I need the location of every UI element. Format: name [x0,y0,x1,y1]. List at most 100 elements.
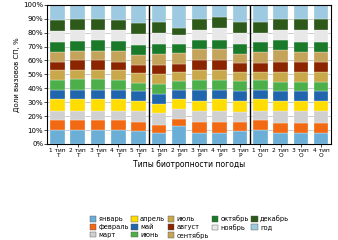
Bar [314,72,329,82]
Bar [192,122,207,133]
Bar [151,113,166,125]
Bar [314,82,329,91]
Bar [151,125,166,133]
Bar [314,5,329,19]
Bar [192,90,207,101]
Bar [192,40,207,49]
Bar [233,54,247,63]
Bar [172,35,187,44]
Bar [111,90,126,99]
Bar [233,81,247,91]
Bar [253,33,268,42]
Bar [91,60,105,70]
Bar [131,111,146,122]
Bar [233,22,247,33]
Bar [212,40,227,49]
Bar [293,82,308,91]
Bar [172,5,187,28]
Bar [131,65,146,73]
Bar [111,20,126,30]
Bar [151,33,166,44]
Bar [70,19,85,30]
Bar [273,82,288,91]
Bar [314,101,329,111]
Bar [131,55,146,65]
Bar [253,90,268,99]
Bar [253,99,268,111]
Bar [91,90,105,99]
Bar [253,22,268,33]
Bar [253,80,268,90]
Bar [131,83,146,91]
Bar [314,30,329,42]
Bar [253,5,268,22]
Bar [70,70,85,78]
Bar [293,123,308,133]
Bar [131,132,146,144]
Bar [212,60,227,70]
Bar [91,40,105,51]
Bar [293,30,308,42]
Bar [273,5,288,19]
Bar [253,42,268,52]
Bar [91,111,105,120]
Bar [50,31,65,42]
Bar [233,132,247,144]
Bar [212,17,227,29]
Bar [172,64,187,72]
Bar [70,30,85,41]
Bar [273,40,288,50]
Bar [212,70,227,80]
Bar [111,30,126,41]
Bar [233,122,247,132]
Bar [111,62,126,70]
Bar [233,63,247,72]
Bar [111,41,126,51]
Bar [151,84,166,94]
Bar [50,70,65,80]
Bar [314,42,329,52]
Bar [91,5,105,19]
Bar [91,70,105,78]
Bar [273,50,288,62]
Bar [233,5,247,22]
Bar [233,44,247,54]
Bar [253,130,268,144]
Bar [111,130,126,144]
Bar [151,5,166,22]
Bar [91,51,105,60]
X-axis label: Типы биотропности погоды: Типы биотропности погоды [133,160,245,168]
Bar [151,65,166,74]
Bar [212,111,227,122]
Bar [50,130,65,144]
Bar [111,80,126,90]
Bar [314,91,329,101]
Legend: январь, февраль, март, апрель, май, июнь, июль, август, сентябрь, октябрь, ноябр: январь, февраль, март, апрель, май, июнь… [88,214,290,240]
Bar [293,19,308,30]
Bar [192,80,207,90]
Bar [293,91,308,101]
Bar [172,53,187,64]
Bar [233,91,247,101]
Bar [131,101,146,111]
Bar [212,80,227,90]
Bar [50,80,65,90]
Bar [172,126,187,144]
Bar [70,5,85,19]
Bar [172,44,187,53]
Bar [273,133,288,144]
Bar [172,72,187,81]
Bar [151,133,166,144]
Bar [314,123,329,133]
Bar [212,5,227,17]
Bar [212,133,227,144]
Bar [91,19,105,30]
Bar [293,111,308,123]
Bar [111,111,126,120]
Bar [293,101,308,111]
Bar [172,81,187,90]
Bar [233,112,247,122]
Bar [192,60,207,70]
Bar [212,122,227,133]
Bar [131,73,146,83]
